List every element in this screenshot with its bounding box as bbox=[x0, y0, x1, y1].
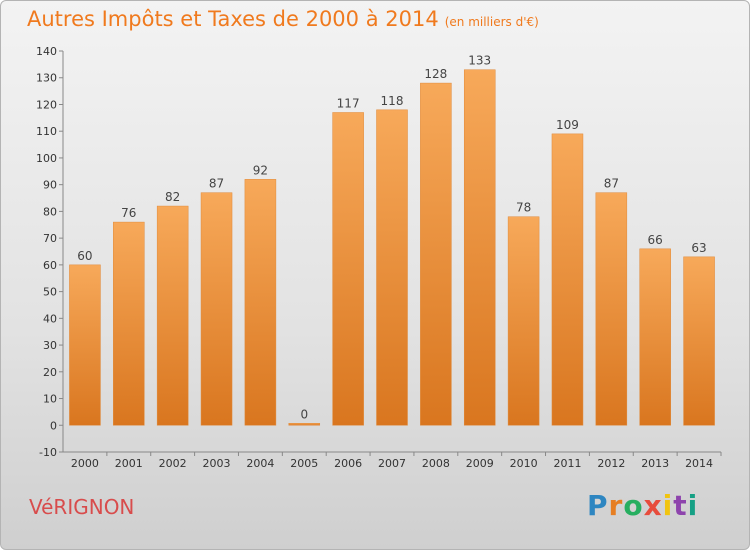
proxiti-logo: Proxiti bbox=[587, 489, 698, 522]
y-tick-label: 120 bbox=[36, 98, 57, 111]
y-tick-label: -10 bbox=[39, 446, 57, 459]
y-tick-label: 10 bbox=[43, 393, 57, 406]
value-label-2008: 128 bbox=[424, 67, 447, 81]
x-tick-label-2000: 2000 bbox=[71, 457, 99, 470]
value-label-2002: 82 bbox=[165, 190, 180, 204]
x-tick-label-2014: 2014 bbox=[685, 457, 713, 470]
logo-letter: P bbox=[587, 489, 609, 522]
x-tick-label-2013: 2013 bbox=[641, 457, 669, 470]
x-tick-label-2009: 2009 bbox=[466, 457, 494, 470]
x-tick-label-2008: 2008 bbox=[422, 457, 450, 470]
value-label-2003: 87 bbox=[209, 177, 224, 191]
x-tick-label-2010: 2010 bbox=[510, 457, 538, 470]
bar-2011 bbox=[551, 133, 584, 426]
y-tick-label: 100 bbox=[36, 152, 57, 165]
y-tick-label: 40 bbox=[43, 312, 57, 325]
x-tick-label-2001: 2001 bbox=[115, 457, 143, 470]
bar-2009 bbox=[463, 69, 496, 426]
logo-letter: o bbox=[623, 489, 644, 522]
y-tick-label: 50 bbox=[43, 286, 57, 299]
chart-title-block: Autres Impôts et Taxes de 2000 à 2014 (en… bbox=[27, 7, 539, 31]
logo-letter: t bbox=[673, 489, 688, 522]
value-label-2010: 78 bbox=[516, 201, 531, 215]
value-label-2005: 0 bbox=[300, 407, 308, 421]
bar-2010 bbox=[507, 216, 540, 426]
y-tick-label: 20 bbox=[43, 366, 57, 379]
bar-2003 bbox=[200, 192, 233, 426]
bar-2002 bbox=[156, 205, 189, 426]
x-tick-label-2006: 2006 bbox=[334, 457, 362, 470]
bar-2004 bbox=[244, 179, 277, 426]
y-tick-label: 0 bbox=[50, 419, 57, 432]
logo-letter: i bbox=[687, 489, 699, 522]
y-tick-label: 140 bbox=[36, 45, 57, 58]
y-tick-label: 70 bbox=[43, 232, 57, 245]
y-tick-label: 80 bbox=[43, 205, 57, 218]
y-tick-label: 90 bbox=[43, 179, 57, 192]
logo-letter: i bbox=[662, 489, 674, 522]
chart-unit: (en milliers d'€) bbox=[444, 15, 539, 29]
value-label-2000: 60 bbox=[77, 249, 92, 263]
value-label-2014: 63 bbox=[691, 241, 706, 255]
chart-title: Autres Impôts et Taxes de 2000 à 2014 bbox=[27, 7, 439, 31]
bar-2006 bbox=[332, 112, 364, 426]
logo-letter: r bbox=[608, 489, 624, 522]
value-label-2012: 87 bbox=[604, 177, 619, 191]
bar-2012 bbox=[595, 192, 628, 426]
bar-2014 bbox=[683, 256, 715, 426]
value-label-2009: 133 bbox=[468, 54, 491, 68]
bar-2000 bbox=[69, 264, 101, 426]
value-label-2013: 66 bbox=[648, 233, 663, 247]
y-tick-label: 60 bbox=[43, 259, 57, 272]
bar-2013 bbox=[639, 248, 671, 426]
x-tick-label-2003: 2003 bbox=[203, 457, 231, 470]
value-label-2007: 118 bbox=[381, 94, 404, 108]
y-tick-label: 30 bbox=[43, 339, 57, 352]
x-tick-label-2005: 2005 bbox=[290, 457, 318, 470]
logo-letter: x bbox=[643, 489, 663, 522]
value-label-2006: 117 bbox=[337, 96, 360, 110]
x-tick-label-2004: 2004 bbox=[246, 457, 274, 470]
value-label-2011: 109 bbox=[556, 118, 579, 132]
bar-2005 bbox=[288, 423, 321, 426]
bars: 60 2000 76 2001 82 2002 87 2003 92 2004 0 2005 117 20… bbox=[69, 54, 722, 470]
value-label-2001: 76 bbox=[121, 206, 136, 220]
y-tick-label: 130 bbox=[36, 72, 57, 85]
bar-2007 bbox=[376, 109, 408, 426]
x-tick-label-2007: 2007 bbox=[378, 457, 406, 470]
y-tick-label: 110 bbox=[36, 125, 57, 138]
x-tick-label-2012: 2012 bbox=[597, 457, 625, 470]
x-tick-label-2002: 2002 bbox=[159, 457, 187, 470]
axes: -10 0 10 20 30 40 50 60 70 80 90 100 110 120 130 140 bbox=[36, 45, 721, 459]
x-tick-label-2011: 2011 bbox=[553, 457, 581, 470]
bar-2008 bbox=[420, 82, 452, 426]
value-label-2004: 92 bbox=[253, 163, 268, 177]
bar-2001 bbox=[113, 221, 145, 426]
commune-name: VéRIGNON bbox=[29, 495, 135, 519]
